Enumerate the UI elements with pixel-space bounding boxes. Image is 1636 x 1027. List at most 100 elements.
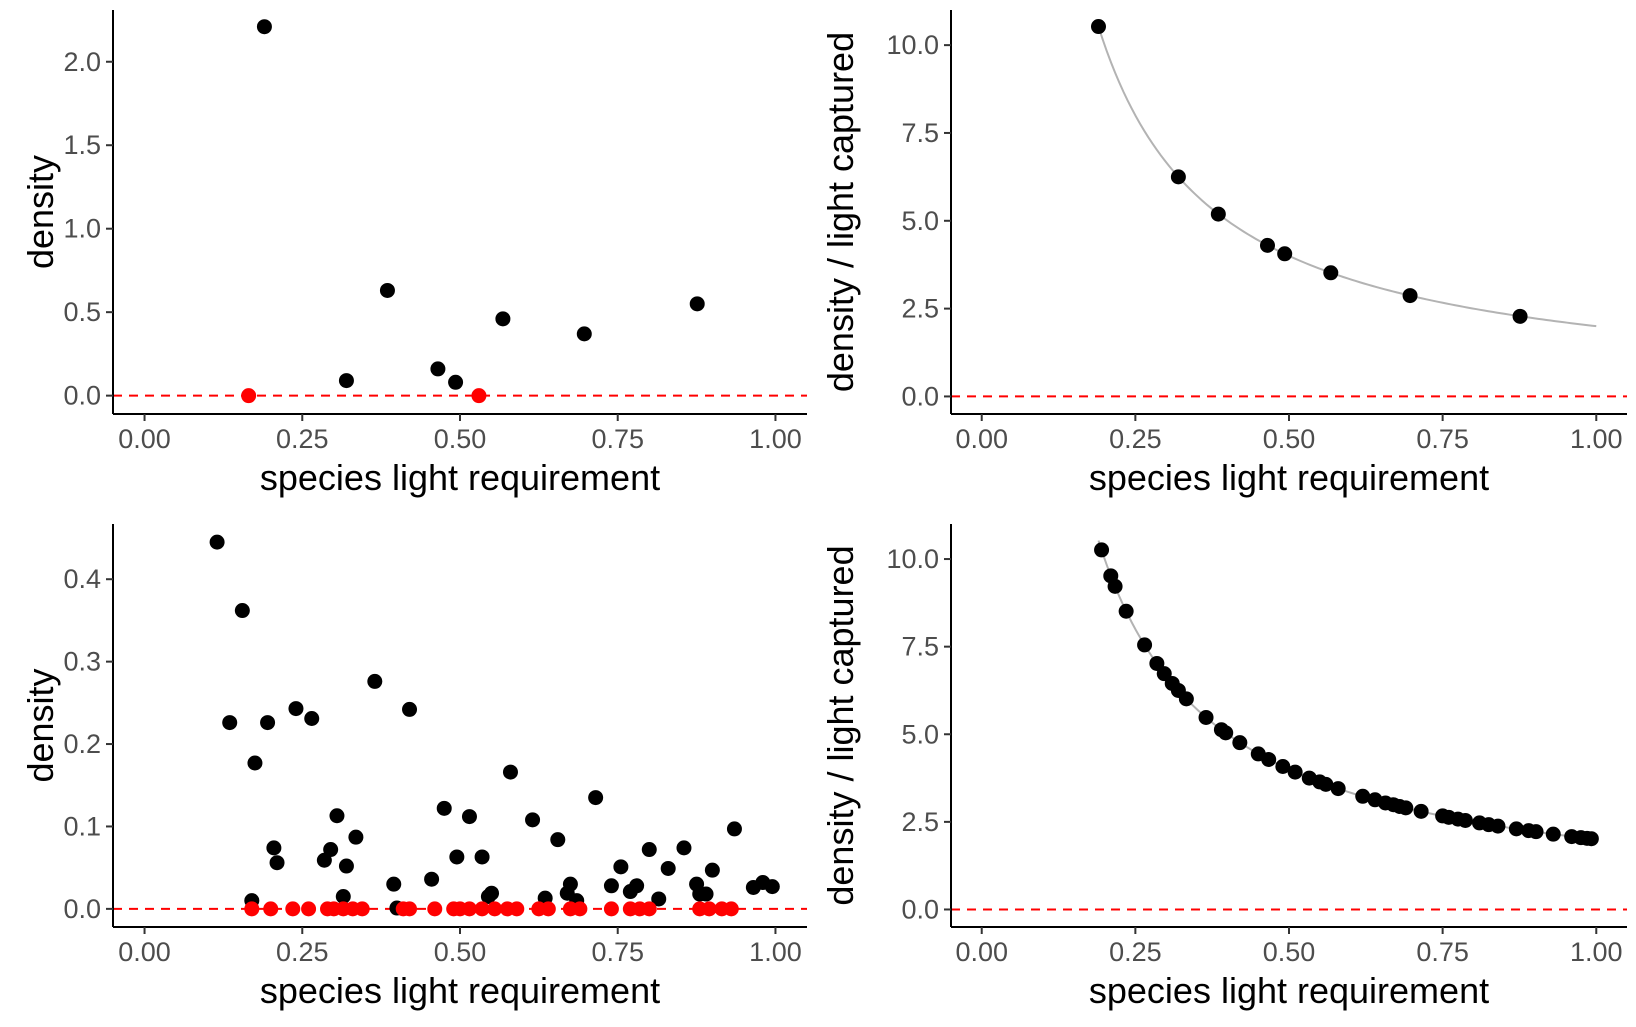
data-point bbox=[1107, 578, 1123, 594]
y-axis-title: density / light captured bbox=[820, 545, 861, 905]
data-point bbox=[641, 842, 657, 858]
zero-density-point bbox=[241, 388, 257, 404]
y-axis-title: density / light captured bbox=[820, 32, 861, 392]
data-point bbox=[562, 876, 578, 892]
data-point bbox=[288, 701, 304, 717]
panel-3: 0.00 0.25 0.50 0.75 1.00 0.0 0.1 0.2 0.3 0.4 speci… bbox=[20, 524, 807, 1011]
y-tick-label: 5.0 bbox=[901, 206, 939, 236]
data-point bbox=[367, 673, 383, 689]
data-point bbox=[588, 790, 604, 806]
data-point bbox=[379, 282, 395, 298]
data-point bbox=[260, 715, 276, 731]
data-point bbox=[247, 755, 263, 771]
y-tick-label: 10.0 bbox=[886, 544, 939, 574]
data-point bbox=[209, 534, 225, 550]
data-point bbox=[613, 859, 629, 875]
data-point bbox=[1218, 725, 1234, 741]
y-axis-title: density bbox=[20, 155, 61, 269]
y-tick-label: 0.0 bbox=[63, 894, 101, 924]
data-point bbox=[1398, 800, 1414, 816]
data-point bbox=[430, 361, 446, 377]
x-axis-title: species light requirement bbox=[1089, 457, 1489, 498]
panel-4: 0.00 0.25 0.50 0.75 1.00 0.0 2.5 5.0 7.5 10.0 spec… bbox=[820, 524, 1627, 1011]
data-point bbox=[1090, 19, 1106, 35]
zero-density-point bbox=[244, 901, 260, 917]
data-point bbox=[1275, 759, 1291, 775]
x-tick-label: 0.00 bbox=[118, 424, 171, 454]
y-tick-label: 0.1 bbox=[63, 811, 101, 841]
data-point bbox=[1318, 776, 1334, 792]
data-point bbox=[603, 878, 619, 894]
data-point bbox=[726, 821, 742, 837]
zero-density-point bbox=[263, 901, 279, 917]
x-tick-label: 0.50 bbox=[434, 937, 487, 967]
data-point bbox=[1528, 824, 1544, 840]
data-point bbox=[629, 878, 645, 894]
x-tick-label: 0.00 bbox=[118, 937, 171, 967]
data-point bbox=[402, 701, 418, 717]
x-tick-label: 0.75 bbox=[591, 937, 644, 967]
y-tick-label: 0.2 bbox=[63, 729, 101, 759]
data-point bbox=[436, 800, 452, 816]
data-point bbox=[1413, 803, 1429, 819]
x-axis-title: species light requirement bbox=[1089, 970, 1489, 1011]
y-tick-label: 0.0 bbox=[63, 381, 101, 411]
data-point bbox=[348, 829, 364, 845]
data-point bbox=[1259, 237, 1275, 253]
panel-1: 0.00 0.25 0.50 0.75 1.00 0.0 0.5 1.0 1.5 2.0 speci… bbox=[20, 10, 807, 498]
y-tick-label: 0.0 bbox=[901, 894, 939, 924]
data-point bbox=[1178, 691, 1194, 707]
x-tick-label: 0.25 bbox=[276, 937, 329, 967]
data-point bbox=[266, 840, 282, 856]
data-point bbox=[424, 871, 440, 887]
data-point bbox=[1210, 206, 1226, 222]
data-point bbox=[660, 860, 676, 876]
y-tick-label: 2.5 bbox=[901, 294, 939, 324]
y-tick-label: 0.5 bbox=[63, 297, 101, 327]
x-tick-label: 0.25 bbox=[1109, 424, 1162, 454]
data-point bbox=[1118, 603, 1134, 619]
data-point bbox=[304, 710, 320, 726]
x-axis-title: species light requirement bbox=[260, 457, 660, 498]
zero-density-point bbox=[572, 901, 588, 917]
x-axis-title: species light requirement bbox=[260, 970, 660, 1011]
data-point bbox=[1355, 788, 1371, 804]
panel-2: 0.00 0.25 0.50 0.75 1.00 0.0 2.5 5.0 7.5 10.0 spec… bbox=[820, 10, 1627, 498]
data-point bbox=[550, 832, 566, 848]
data-point bbox=[338, 373, 354, 389]
data-point bbox=[222, 715, 238, 731]
data-point bbox=[256, 19, 272, 35]
zero-density-point bbox=[402, 901, 418, 917]
x-tick-label: 0.75 bbox=[1416, 424, 1469, 454]
y-tick-label: 0.0 bbox=[901, 381, 939, 411]
data-point bbox=[1170, 169, 1186, 185]
data-point bbox=[1508, 821, 1524, 837]
zero-density-point bbox=[603, 901, 619, 917]
zero-density-point bbox=[471, 388, 487, 404]
data-point bbox=[1490, 818, 1506, 834]
x-tick-label: 0.50 bbox=[1263, 937, 1316, 967]
data-point bbox=[1137, 637, 1153, 653]
data-point bbox=[1198, 709, 1214, 725]
data-point bbox=[1583, 831, 1599, 847]
data-point bbox=[1457, 812, 1473, 828]
data-point bbox=[461, 809, 477, 825]
y-tick-label: 10.0 bbox=[886, 30, 939, 60]
data-point bbox=[234, 603, 250, 619]
data-point bbox=[651, 891, 667, 907]
data-point bbox=[1261, 751, 1277, 767]
data-point bbox=[1094, 542, 1110, 558]
zero-density-point bbox=[540, 901, 556, 917]
zero-density-point bbox=[487, 901, 503, 917]
data-point bbox=[329, 808, 345, 824]
x-tick-label: 0.75 bbox=[591, 424, 644, 454]
data-point bbox=[386, 876, 402, 892]
data-point bbox=[1232, 735, 1248, 751]
data-point bbox=[1512, 308, 1528, 324]
zero-density-point bbox=[285, 901, 301, 917]
zero-density-point bbox=[474, 901, 490, 917]
x-tick-label: 1.00 bbox=[749, 937, 802, 967]
data-point bbox=[1323, 265, 1339, 281]
data-point bbox=[1330, 781, 1346, 797]
